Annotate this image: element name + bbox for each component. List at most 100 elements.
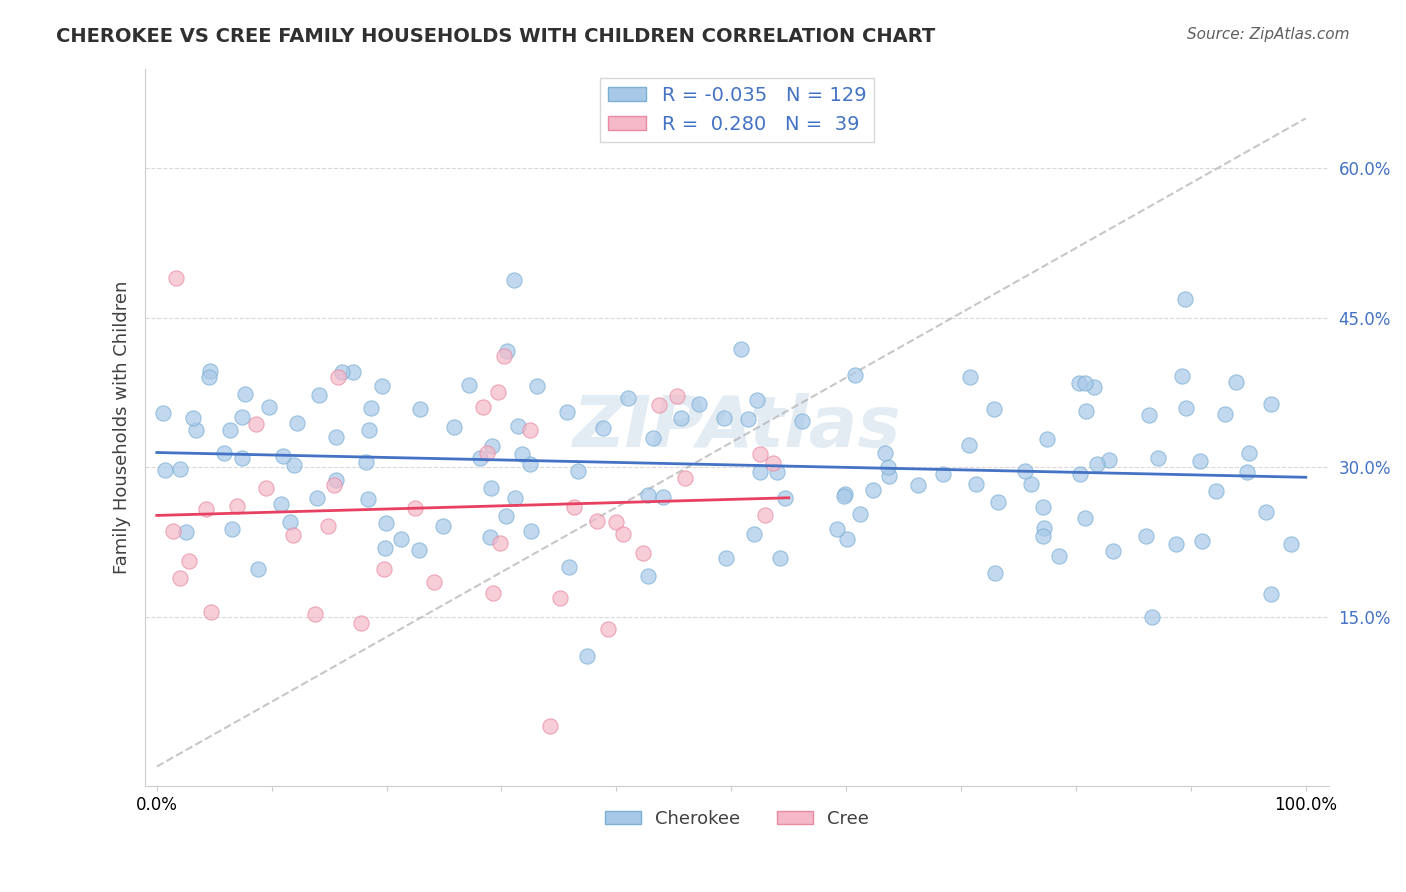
- Point: [162, 524, 184, 539]
- Point: [359, 423, 381, 437]
- Point: [987, 495, 1010, 509]
- Point: [354, 455, 377, 469]
- Point: [283, 527, 305, 541]
- Point: [1019, 476, 1042, 491]
- Point: [1074, 510, 1097, 524]
- Point: [233, 386, 256, 401]
- Point: [744, 527, 766, 541]
- Point: [495, 509, 517, 524]
- Point: [374, 541, 396, 555]
- Point: [371, 379, 394, 393]
- Point: [373, 562, 395, 576]
- Point: [1191, 533, 1213, 548]
- Point: [749, 447, 772, 461]
- Point: [673, 471, 696, 485]
- Point: [197, 370, 219, 384]
- Point: [1083, 380, 1105, 394]
- Point: [481, 440, 503, 454]
- Point: [557, 559, 579, 574]
- Point: [555, 405, 578, 419]
- Point: [648, 398, 671, 412]
- Point: [576, 649, 599, 664]
- Point: [754, 508, 776, 523]
- Point: [254, 481, 277, 495]
- Point: [283, 458, 305, 473]
- Point: [503, 272, 526, 286]
- Point: [1147, 451, 1170, 466]
- Point: [526, 379, 548, 393]
- Point: [548, 591, 571, 605]
- Point: [322, 477, 344, 491]
- Point: [747, 392, 769, 407]
- Point: [688, 397, 710, 411]
- Point: [907, 478, 929, 492]
- Legend: Cherokee, Cree: Cherokee, Cree: [598, 803, 876, 835]
- Point: [1032, 500, 1054, 514]
- Point: [637, 488, 659, 502]
- Point: [307, 491, 329, 505]
- Point: [827, 522, 849, 536]
- Point: [1225, 375, 1247, 389]
- Y-axis label: Family Households with Children: Family Households with Children: [114, 281, 131, 574]
- Point: [1205, 484, 1227, 499]
- Point: [488, 384, 510, 399]
- Point: [932, 467, 955, 481]
- Point: [316, 518, 339, 533]
- Point: [423, 574, 446, 589]
- Point: [360, 401, 382, 416]
- Point: [169, 461, 191, 475]
- Point: [965, 477, 987, 491]
- Point: [152, 407, 174, 421]
- Point: [592, 421, 614, 435]
- Point: [165, 271, 187, 285]
- Point: [1279, 537, 1302, 551]
- Point: [957, 438, 980, 452]
- Point: [1036, 432, 1059, 446]
- Point: [567, 465, 589, 479]
- Point: [221, 522, 243, 536]
- Point: [342, 365, 364, 379]
- Point: [1260, 397, 1282, 411]
- Point: [983, 402, 1005, 417]
- Point: [200, 605, 222, 619]
- Point: [308, 388, 330, 402]
- Point: [510, 447, 533, 461]
- Point: [432, 519, 454, 533]
- Point: [762, 456, 785, 470]
- Point: [270, 497, 292, 511]
- Point: [404, 500, 426, 515]
- Point: [174, 524, 197, 539]
- Point: [212, 446, 235, 460]
- Point: [443, 419, 465, 434]
- Point: [330, 365, 353, 379]
- Point: [408, 401, 430, 416]
- Point: [873, 445, 896, 459]
- Point: [669, 411, 692, 425]
- Text: CHEROKEE VS CREE FAMILY HOUSEHOLDS WITH CHILDREN CORRELATION CHART: CHEROKEE VS CREE FAMILY HOUSEHOLDS WITH …: [56, 27, 935, 45]
- Point: [1260, 587, 1282, 601]
- Point: [389, 532, 412, 546]
- Point: [271, 449, 294, 463]
- Point: [304, 607, 326, 622]
- Point: [519, 524, 541, 538]
- Point: [1074, 404, 1097, 418]
- Point: [713, 411, 735, 425]
- Point: [637, 569, 659, 583]
- Point: [475, 446, 498, 460]
- Point: [790, 414, 813, 428]
- Point: [844, 368, 866, 383]
- Point: [1166, 536, 1188, 550]
- Point: [1073, 376, 1095, 390]
- Point: [408, 543, 430, 558]
- Point: [879, 469, 901, 483]
- Point: [585, 514, 607, 528]
- Point: [1236, 465, 1258, 479]
- Point: [1171, 369, 1194, 384]
- Point: [503, 491, 526, 505]
- Text: ZIPAtlas: ZIPAtlas: [572, 393, 901, 462]
- Point: [257, 400, 280, 414]
- Point: [1140, 610, 1163, 624]
- Point: [506, 419, 529, 434]
- Point: [245, 417, 267, 432]
- Point: [326, 370, 349, 384]
